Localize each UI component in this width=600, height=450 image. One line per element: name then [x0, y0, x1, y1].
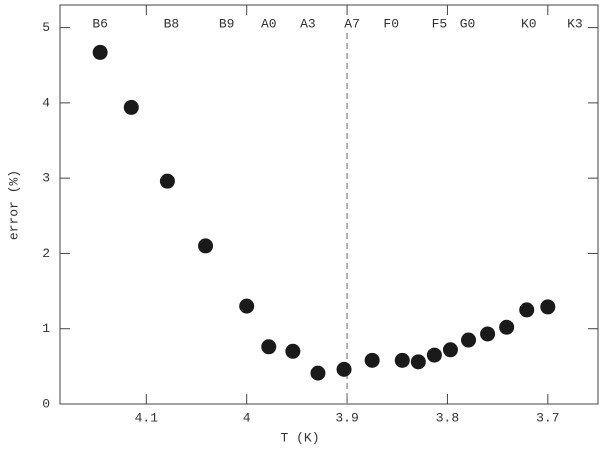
data-point [261, 339, 277, 355]
x-axis-label: T (K) [280, 430, 319, 445]
spectral-type-label: B6 [92, 16, 108, 31]
y-tick-label: 3 [42, 171, 50, 186]
x-tick-label: 3.7 [536, 410, 559, 425]
y-tick-label: 0 [42, 396, 50, 411]
data-point [394, 352, 410, 368]
y-axis-label: error (%) [6, 170, 21, 240]
data-point [285, 343, 301, 359]
spectral-type-label: A7 [344, 16, 360, 31]
data-point [364, 352, 380, 368]
data-point [461, 332, 477, 348]
data-point [123, 99, 139, 115]
data-point [519, 302, 535, 318]
x-tick-label: 3.8 [436, 410, 459, 425]
spectral-type-label: G0 [460, 16, 476, 31]
data-point [239, 298, 255, 314]
x-tick-label: 4 [243, 410, 251, 425]
data-point [442, 342, 458, 358]
x-tick-label: 4.1 [135, 410, 159, 425]
y-tick-label: 5 [42, 20, 50, 35]
spectral-type-label: B8 [164, 16, 180, 31]
data-point [336, 361, 352, 377]
data-point [540, 299, 556, 315]
data-point [159, 173, 175, 189]
data-point [499, 319, 515, 335]
data-point [426, 347, 442, 363]
data-point [410, 354, 426, 370]
spectral-type-label: K0 [521, 16, 537, 31]
spectral-type-label: F0 [383, 16, 399, 31]
spectral-type-label: A0 [261, 16, 277, 31]
data-point [310, 365, 326, 381]
spectral-type-label: K3 [567, 16, 583, 31]
data-point [480, 326, 496, 342]
plot-frame [59, 4, 599, 405]
y-tick-label: 2 [42, 246, 50, 261]
data-point [92, 44, 108, 60]
x-tick-label: 3.9 [335, 410, 358, 425]
y-tick-label: 4 [42, 95, 50, 110]
data-point [198, 238, 214, 254]
spectral-type-label: B9 [219, 16, 235, 31]
y-tick-label: 1 [42, 321, 50, 336]
spectral-type-label: A3 [300, 16, 316, 31]
spectral-type-label: F5 [432, 16, 448, 31]
